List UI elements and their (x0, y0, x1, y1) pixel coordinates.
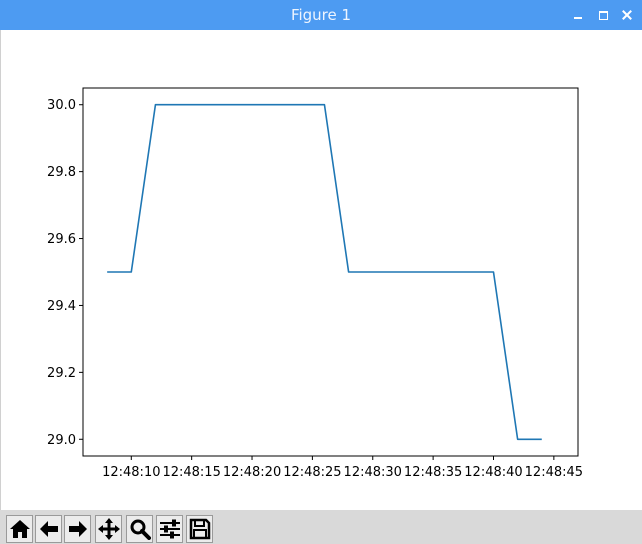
window-title: Figure 1 (290, 6, 352, 24)
y-tick-label: 29.6 (47, 232, 76, 247)
x-tick-label: 12:48:40 (464, 465, 522, 480)
close-button[interactable] (615, 0, 639, 30)
y-tick-label: 29.8 (47, 165, 76, 180)
x-tick-label: 12:48:10 (102, 465, 160, 480)
y-tick-label: 30.0 (47, 98, 76, 113)
zoom-button[interactable] (126, 515, 153, 543)
x-tick-label: 12:48:20 (223, 465, 281, 480)
minimize-button[interactable] (566, 0, 590, 30)
arrow-left-icon (39, 521, 58, 537)
forward-button[interactable] (64, 515, 91, 543)
maximize-icon (598, 10, 608, 20)
window-titlebar: Figure 1 (0, 0, 642, 30)
y-tick-label: 29.4 (47, 299, 76, 314)
move-icon (97, 518, 120, 540)
x-tick-label: 12:48:45 (525, 465, 583, 480)
line-chart[interactable]: 29.0 29.2 29.4 29.6 29.8 30.0 12:48:10 12:48:15… (0, 30, 642, 510)
pan-button[interactable] (95, 515, 122, 543)
back-button[interactable] (35, 515, 62, 543)
save-button[interactable] (186, 515, 213, 543)
configure-subplots-button[interactable] (156, 515, 183, 543)
y-tick-label: 29.0 (47, 433, 76, 448)
sliders-icon (159, 519, 180, 539)
magnifier-icon (130, 519, 151, 540)
x-tick-label: 12:48:15 (162, 465, 220, 480)
window-border (0, 30, 1, 510)
home-button[interactable] (6, 515, 33, 543)
figure-canvas[interactable]: 29.0 29.2 29.4 29.6 29.8 30.0 12:48:10 12:48:15… (0, 30, 642, 510)
home-icon (9, 520, 30, 538)
series-line-0 (107, 103, 542, 441)
plot-frame (82, 87, 579, 457)
x-tick-label: 12:48:25 (283, 465, 341, 480)
floppy-disk-icon (189, 518, 210, 540)
y-tick-label: 29.2 (47, 366, 76, 381)
maximize-button[interactable] (591, 0, 615, 30)
arrow-right-icon (68, 521, 87, 537)
close-icon (622, 10, 632, 20)
minimize-icon (574, 17, 582, 19)
navigation-toolbar (0, 510, 642, 544)
x-tick-label: 12:48:30 (344, 465, 402, 480)
x-tick-label: 12:48:35 (404, 465, 462, 480)
